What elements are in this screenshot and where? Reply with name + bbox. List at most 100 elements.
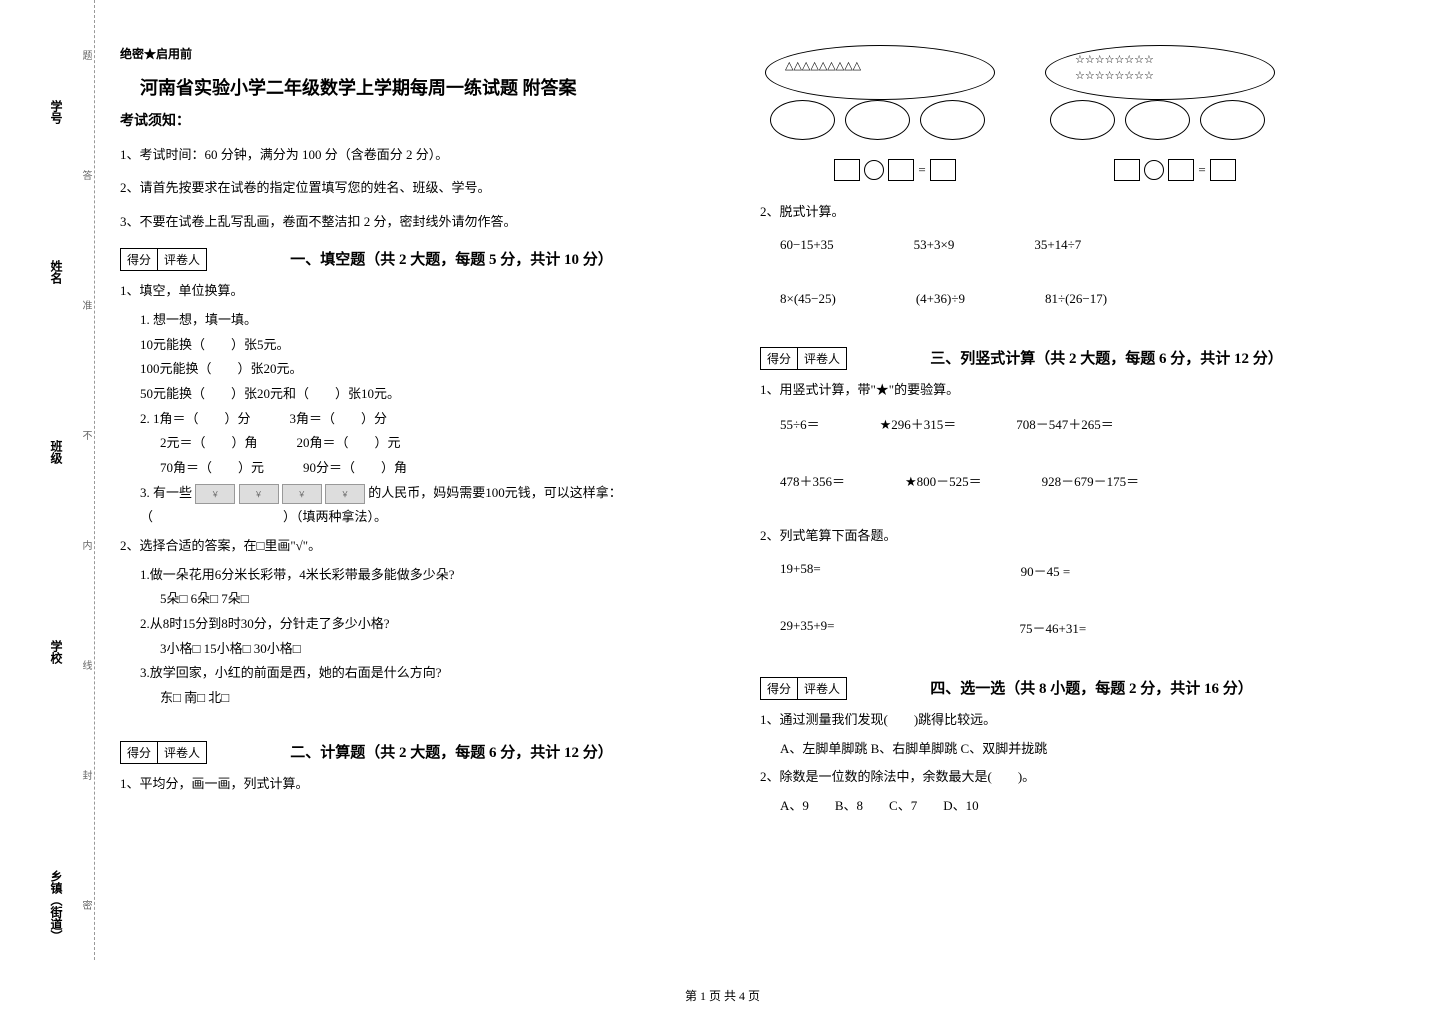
grader-label: 评卷人 [798,678,846,699]
notice-item: 1、考试时间：60 分钟，满分为 100 分（含卷面分 2 分）。 [120,143,720,166]
sec4-q2: 2、除数是一位数的除法中，余数最大是( )。 [760,765,1360,790]
vertical-calc-row-2: 478＋356＝ ★800－525＝ 928－679－175＝ [780,471,1360,490]
score-box: 得分 评卷人 [760,347,847,370]
small-oval [920,100,985,140]
score-label: 得分 [121,742,158,763]
small-oval [1050,100,1115,140]
notice-label: 考试须知： [120,110,720,130]
calc-expr: 55÷6＝ [780,414,820,433]
equation-box: = [1114,159,1235,181]
currency-icon: ￥ [282,484,322,504]
stars-text: ☆☆☆☆☆☆☆☆ [1075,69,1154,82]
page-footer: 第 1 页 共 4 页 [0,987,1445,1004]
calc-expr: 90－45 = [1021,561,1071,580]
currency-icon: ￥ [325,484,365,504]
q1-2c: 70角＝（ ）元 90分＝（ ）角 [160,456,720,481]
calc-expr: 708－547＋265＝ [1016,414,1114,433]
section-2-header: 得分 评卷人 二、计算题（共 2 大题，每题 6 分，共计 12 分） [120,731,720,768]
binding-label: 乡镇（街道） [48,870,65,942]
seal-char: 封 [78,770,93,780]
sec2-q1: 1、平均分，画一画，列式计算。 [120,772,720,797]
section-4-header: 得分 评卷人 四、选一选（共 8 小题，每题 2 分，共计 16 分） [760,667,1360,704]
q1-2a: 2. 1角＝（ ）分 3角＝（ ）分 [140,407,720,432]
calc-expr: (4+36)÷9 [916,291,965,307]
q1-intro: 1、填空，单位换算。 [120,279,720,304]
calc-expr: 35+14÷7 [1034,237,1081,253]
section-3-heading: 三、列竖式计算（共 2 大题，每题 6 分，共计 12 分） [930,347,1283,368]
seal-char: 不 [78,430,93,440]
q1-1a: 10元能换（ ）张5元。 [140,333,720,358]
q2-intro: 2、选择合适的答案，在□里画"√"。 [120,534,720,559]
q1-1c: 50元能换（ ）张20元和（ ）张10元。 [140,382,720,407]
seal-char: 线 [78,660,93,670]
sec4-q2-opts: A、9 B、8 C、7 D、10 [780,794,1360,819]
q2-2-opts: 3小格□ 15小格□ 30小格□ [160,637,720,662]
binding-label: 姓名 [48,260,65,284]
seal-char: 题 [78,50,93,60]
small-oval [845,100,910,140]
q2-2: 2.从8时15分到8时30分，分针走了多少小格? [140,612,720,637]
q2-3-opts: 东□ 南□ 北□ [160,686,720,711]
q2-1-opts: 5朵□ 6朵□ 7朵□ [160,587,720,612]
sec3-q2: 2、列式笔算下面各题。 [760,524,1360,549]
binding-label: 学号 [48,100,65,124]
calc-expr: 928－679－175＝ [1042,471,1140,490]
equation-box: = [834,159,955,181]
star-group: ☆☆☆☆☆☆☆☆ ☆☆☆☆☆☆☆☆ = [1040,45,1280,181]
blank-box [834,159,860,181]
calc-row-3: 19+58= 90－45 = [780,561,1360,580]
score-box: 得分 评卷人 [760,677,847,700]
calc-row-4: 29+35+9= 75－46+31= [780,618,1360,637]
blank-circle [864,160,884,180]
notice-item: 2、请首先按要求在试卷的指定位置填写您的姓名、班级、学号。 [120,176,720,199]
score-box: 得分 评卷人 [120,248,207,271]
calc-row-2: 8×(45−25) (4+36)÷9 81÷(26−17) [780,291,1360,307]
calc-expr: 60−15+35 [780,237,834,253]
grader-label: 评卷人 [158,742,206,763]
calc-row-1: 60−15+35 53+3×9 35+14÷7 [780,237,1360,253]
stars-text: ☆☆☆☆☆☆☆☆ [1075,53,1154,66]
q2-3: 3.放学回家，小红的前面是西，她的右面是什么方向? [140,661,720,686]
grader-label: 评卷人 [158,249,206,270]
q1-2b: 2元＝（ ）角 20角＝（ ）元 [160,431,720,456]
seal-char: 准 [78,300,93,310]
small-oval [1200,100,1265,140]
confidential-marker: 绝密★启用前 [120,45,720,62]
currency-icon: ￥ [195,484,235,504]
calc-expr: ★800－525＝ [905,471,982,490]
blank-box [1210,159,1236,181]
vertical-calc-row-1: 55÷6＝ ★296＋315＝ 708－547＋265＝ [780,414,1360,433]
shapes-row: △△△△△△△△△ = ☆☆☆☆☆☆☆☆ ☆☆☆☆☆☆☆☆ [760,45,1360,181]
calc-expr: 19+58= [780,561,821,580]
calc-expr: ★296＋315＝ [880,414,957,433]
binding-label: 班级 [48,440,65,464]
notice-item: 3、不要在试卷上乱写乱画，卷面不整洁扣 2 分，密封线外请勿作答。 [120,210,720,233]
grader-label: 评卷人 [798,348,846,369]
binding-margin: 乡镇（街道） 学校 班级 姓名 学号 密 封 线 内 不 准 答 题 [0,0,95,960]
q2-1: 1.做一朵花用6分米长彩带，4米长彩带最多能做多少朵? [140,563,720,588]
score-label: 得分 [761,678,798,699]
sec4-q1-opts: A、左脚单脚跳 B、右脚单脚跳 C、双脚并拢跳 [780,737,1360,762]
currency-icon: ￥ [239,484,279,504]
blank-box [1168,159,1194,181]
section-1-header: 得分 评卷人 一、填空题（共 2 大题，每题 5 分，共计 10 分） [120,238,720,275]
small-oval [1125,100,1190,140]
triangles-text: △△△△△△△△△ [785,59,861,72]
blank-box [930,159,956,181]
seal-char: 内 [78,540,93,550]
q1-3-fill: （ ）（填两种拿法）。 [140,505,720,530]
small-oval [770,100,835,140]
equals-sign: = [918,162,925,178]
right-column: △△△△△△△△△ = ☆☆☆☆☆☆☆☆ ☆☆☆☆☆☆☆☆ [760,45,1360,965]
sec3-q1: 1、用竖式计算，带"★"的要验算。 [760,378,1360,403]
big-oval [765,45,995,100]
blank-box [888,159,914,181]
section-1-heading: 一、填空题（共 2 大题，每题 5 分，共计 10 分） [290,248,613,269]
calc-expr: 29+35+9= [780,618,835,637]
q1-1b: 100元能换（ ）张20元。 [140,357,720,382]
q1-3: 3. 有一些 ￥ ￥ ￥ ￥ 的人民币，妈妈需要100元钱，可以这样拿： [140,481,720,506]
section-4-heading: 四、选一选（共 8 小题，每题 2 分，共计 16 分） [930,677,1253,698]
calc-expr: 81÷(26−17) [1045,291,1107,307]
blank-circle [1144,160,1164,180]
score-label: 得分 [761,348,798,369]
